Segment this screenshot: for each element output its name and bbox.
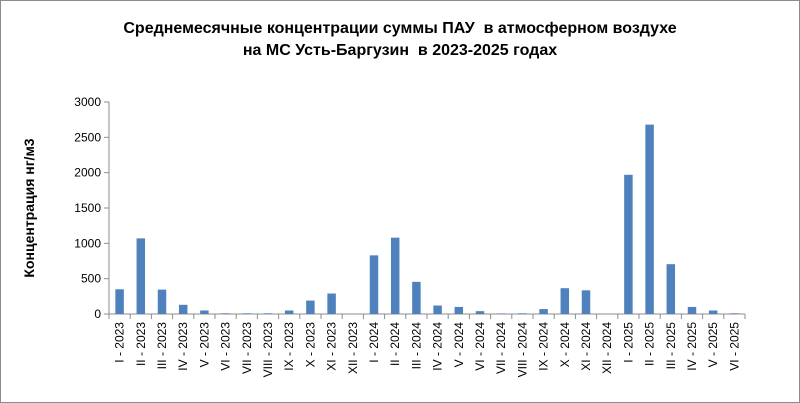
bar: [306, 300, 315, 314]
bar: [708, 310, 718, 314]
x-tick-label: V - 2024: [452, 322, 466, 368]
x-tick-label: II - 2023: [134, 322, 148, 366]
x-tick-label: VIII - 2024: [515, 322, 529, 378]
bar: [221, 313, 230, 314]
x-tick-label: VII - 2024: [494, 322, 508, 374]
x-tick-label: III - 2025: [664, 322, 678, 370]
x-tick-label: X - 2024: [558, 322, 572, 368]
y-tick-label: 2500: [74, 130, 101, 144]
chart-title-line-1: Среднемесячные концентрации суммы ПАУ в …: [123, 20, 677, 37]
bar: [687, 306, 697, 314]
x-tick-label: VII - 2023: [240, 322, 254, 374]
bar: [390, 237, 400, 314]
bar: [157, 289, 167, 314]
x-tick-label: II - 2024: [388, 322, 402, 366]
bar: [284, 310, 294, 314]
x-tick-label: IV - 2023: [176, 322, 190, 371]
x-tick-label: I - 2024: [367, 322, 381, 363]
y-tick-label: 2000: [74, 166, 101, 180]
y-tick-label: 1000: [74, 236, 101, 250]
bar: [560, 288, 570, 314]
bar: [412, 281, 421, 314]
x-tick-label: I - 2023: [113, 322, 127, 363]
bar: [115, 289, 124, 314]
x-tick-label: VIII - 2023: [261, 322, 275, 378]
x-tick-label: VI - 2025: [727, 322, 741, 371]
y-tick-label: 500: [81, 272, 101, 286]
x-tick-label: II - 2025: [643, 322, 657, 366]
bar: [645, 124, 654, 314]
chart-title: Среднемесячные концентрации суммы ПАУ в …: [0, 18, 800, 62]
x-tick-label: IV - 2025: [685, 322, 699, 371]
bar: [624, 174, 633, 314]
bar: [369, 255, 379, 314]
bar: [327, 293, 336, 314]
x-tick-label: V - 2023: [197, 322, 211, 368]
x-tick-label: III - 2023: [155, 322, 169, 370]
bar: [178, 304, 188, 314]
bar: [518, 313, 527, 314]
bar: [666, 264, 676, 314]
bar: [496, 313, 506, 314]
x-tick-label: VI - 2024: [473, 322, 487, 371]
y-tick-label: 0: [94, 307, 101, 321]
bar: [454, 306, 464, 314]
bar: [242, 313, 252, 314]
x-tick-label: V - 2025: [706, 322, 720, 368]
bar: [263, 313, 273, 314]
x-tick-label: XI - 2023: [325, 322, 339, 371]
bar: [136, 238, 146, 314]
x-tick-label: I - 2025: [621, 322, 635, 363]
y-tick-label: 1500: [74, 201, 101, 215]
bar: [539, 309, 548, 314]
bar: [433, 305, 442, 314]
bar: [475, 311, 485, 314]
x-tick-label: X - 2023: [303, 322, 317, 368]
x-tick-label: XII - 2023: [346, 322, 360, 374]
y-tick-label: 3000: [74, 95, 101, 109]
x-tick-label: IX - 2023: [282, 322, 296, 371]
x-tick-label: XII - 2024: [600, 322, 614, 374]
bar: [581, 290, 591, 314]
bar: [730, 313, 739, 314]
x-tick-label: IV - 2024: [431, 322, 445, 371]
x-tick-label: III - 2024: [409, 322, 423, 370]
bar: [200, 310, 209, 314]
chart-title-line-2: на МС Усть-Баргузин в 2023-2025 годах: [242, 42, 558, 59]
x-tick-label: XI - 2024: [579, 322, 593, 371]
x-tick-label: IX - 2024: [537, 322, 551, 371]
x-tick-label: VI - 2023: [219, 322, 233, 371]
